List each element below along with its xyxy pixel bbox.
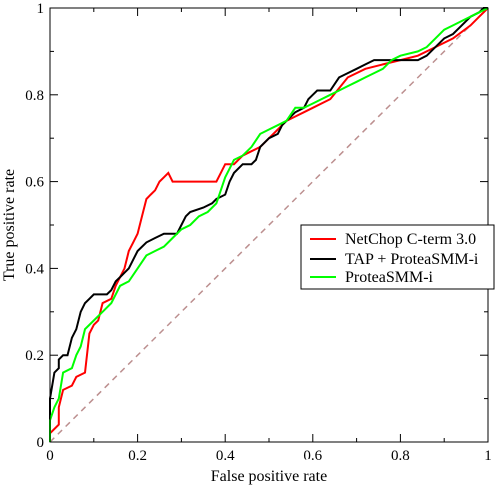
x-tick-label: 0: [46, 448, 54, 464]
x-tick-label: 0.2: [128, 448, 147, 464]
watermark-text: CSDN @weixin_47082769: [254, 457, 433, 474]
y-tick-label: 0.2: [25, 348, 44, 364]
y-axis-label: True positive rate: [1, 169, 18, 281]
diagonal-reference-line: [49, 7, 489, 443]
legend-box: [300, 224, 495, 290]
x-tick-label: 0.4: [216, 448, 235, 464]
legend-label-tap-proteasmm: TAP + ProteaSMM-i: [345, 251, 479, 268]
x-tick-label: 0.8: [391, 448, 410, 464]
legend-label-proteasmm: ProteaSMM-i: [345, 269, 434, 286]
series-line-tap-proteasmm: [49, 7, 488, 442]
y-tick-label: 1: [37, 1, 45, 17]
series-line-proteasmm: [49, 7, 489, 442]
series-line-netchop: [49, 7, 489, 442]
y-tick-label: 0.4: [25, 261, 44, 277]
x-tick-label: 1: [484, 448, 492, 464]
legend: NetChop C-term 3.0 TAP + ProteaSMM-i Pro…: [300, 224, 495, 290]
y-tick-label: 0.6: [25, 175, 44, 191]
y-tick-label: 0: [37, 435, 45, 451]
x-tick-label: 0.6: [303, 448, 322, 464]
x-axis-label: False positive rate: [211, 468, 327, 485]
y-tick-label: 0.8: [25, 88, 44, 104]
legend-label-netchop: NetChop C-term 3.0: [345, 231, 476, 248]
